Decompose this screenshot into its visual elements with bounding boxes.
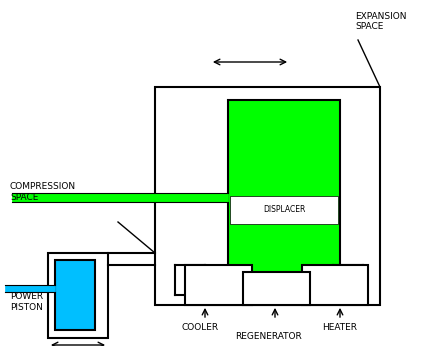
Text: POWER
PISTON: POWER PISTON bbox=[10, 292, 43, 312]
Bar bbox=[5, 284, 55, 291]
Bar bbox=[12, 192, 228, 201]
Bar bbox=[48, 253, 108, 338]
Text: COMPRESSION
SPACE: COMPRESSION SPACE bbox=[10, 182, 76, 202]
Bar bbox=[230, 196, 338, 224]
Bar bbox=[155, 87, 380, 305]
Text: COOLER: COOLER bbox=[181, 323, 218, 332]
Bar bbox=[185, 265, 252, 305]
Text: REGENERATOR: REGENERATOR bbox=[234, 332, 301, 341]
Bar bbox=[302, 265, 368, 305]
Bar bbox=[243, 272, 310, 305]
Text: DISPLACER: DISPLACER bbox=[263, 206, 305, 215]
Bar bbox=[55, 260, 95, 330]
Bar bbox=[228, 100, 340, 282]
Text: HEATER: HEATER bbox=[322, 323, 357, 332]
Text: EXPANSION
SPACE: EXPANSION SPACE bbox=[355, 12, 407, 31]
